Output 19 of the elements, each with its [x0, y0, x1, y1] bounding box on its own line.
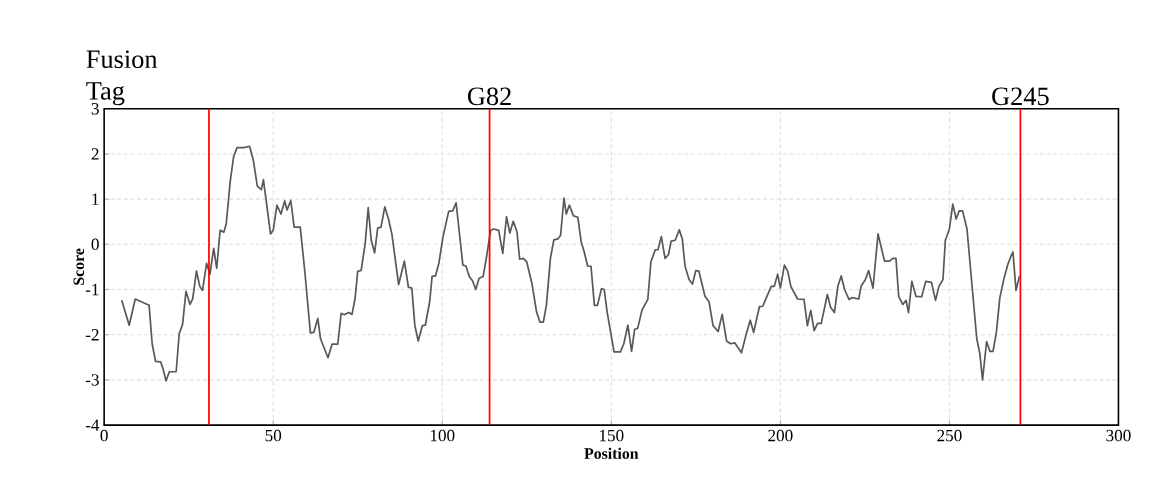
x-tick-label: 0	[100, 429, 108, 442]
y-tick-label: 2	[91, 148, 99, 160]
y-tick-label: 0	[91, 238, 99, 250]
y-tick-label: -3	[85, 374, 99, 386]
y-tick-label: -1	[85, 283, 99, 296]
x-tick-label: 150	[599, 429, 624, 442]
ref-line-label: G245	[992, 87, 1049, 106]
x-tick-label: 300	[1106, 429, 1131, 442]
x-tick-label: 50	[265, 429, 282, 442]
x-axis-title: Position	[584, 447, 639, 459]
x-tick-label: 200	[768, 429, 793, 442]
y-tick-label: -4	[85, 419, 100, 431]
x-tick-label: 250	[937, 429, 962, 442]
y-axis-title: Score	[73, 248, 85, 285]
x-tick-label: 100	[430, 429, 455, 442]
y-tick-label: -2	[85, 328, 99, 341]
y-tick-label: 1	[92, 193, 99, 205]
ref-line-label: G82	[467, 87, 511, 106]
line-series	[120, 145, 1021, 382]
